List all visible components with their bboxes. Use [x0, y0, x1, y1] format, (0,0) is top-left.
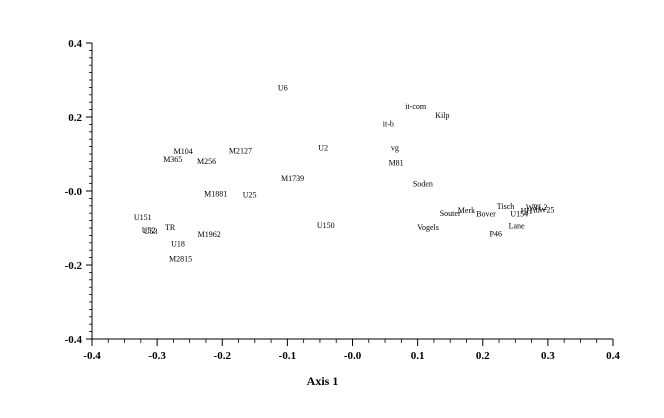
x-tick-label: -0.4: [83, 350, 101, 362]
point-label: M1962: [198, 230, 221, 239]
y-tick-label: -0.4: [65, 334, 83, 346]
point-label: vg: [391, 144, 399, 153]
x-axis-title: Axis 1: [307, 374, 339, 388]
x-tick-label: -0.0: [344, 350, 362, 362]
point-label: M2815: [169, 254, 192, 263]
point-label: TR: [165, 223, 176, 232]
point-label: W3: [526, 203, 538, 212]
x-tick-label: 0.1: [411, 350, 425, 362]
point-label: U53: [144, 227, 158, 236]
y-tick-label: -0.0: [65, 186, 83, 198]
point-label: Soden: [413, 180, 433, 189]
point-label: U18: [171, 240, 185, 249]
point-label: Vogels: [417, 223, 439, 232]
point-label: VL2: [533, 203, 548, 212]
point-label: U6: [278, 83, 288, 92]
point-label: M1881: [204, 190, 227, 199]
point-label: HH: [521, 207, 533, 216]
y-tick-label: 0.4: [68, 38, 82, 50]
point-label: Souter: [440, 209, 461, 218]
point-label: M2127: [229, 146, 252, 155]
x-tick-label: 0.3: [541, 350, 555, 362]
axes-layer: [91, 43, 613, 340]
point-label: U151: [134, 213, 152, 222]
x-tick-label: -0.2: [214, 350, 232, 362]
point-label: U52: [142, 226, 156, 235]
point-label: Bover: [476, 210, 496, 219]
point-label: W25: [539, 206, 555, 215]
point-label: Merk: [458, 206, 475, 215]
point-label: M1739: [281, 174, 304, 183]
point-label: M256: [197, 157, 216, 166]
point-label: P46: [490, 230, 502, 239]
point-label: it-com: [405, 102, 427, 111]
point-label: M104: [174, 147, 193, 156]
tick-labels-layer: 0.4 0.2 -0.0 -0.2 -0.4-0.4 -0.3 -0.2 -0.1 -0.0 0.…: [65, 38, 621, 362]
point-label: M81: [389, 159, 404, 168]
point-label: U154: [510, 210, 528, 219]
x-tick-label: -0.1: [279, 350, 296, 362]
point-label: U150: [317, 221, 335, 230]
ticks-layer: [86, 42, 614, 346]
point-label: Lane: [509, 221, 525, 230]
point-label: M365: [163, 155, 182, 164]
x-tick-label: -0.3: [148, 350, 166, 362]
x-tick-label: 0.4: [606, 350, 620, 362]
point-label: U2: [318, 143, 328, 152]
point-label: Kilp: [435, 111, 449, 120]
y-tick-label: 0.2: [68, 112, 82, 124]
y-tick-label: -0.2: [65, 260, 83, 272]
x-tick-label: 0.2: [476, 350, 490, 362]
point-label: Ad: [530, 206, 540, 215]
point-label: it-b: [383, 120, 394, 129]
point-label: Tisch: [497, 202, 515, 211]
point-label: U25: [243, 190, 257, 199]
